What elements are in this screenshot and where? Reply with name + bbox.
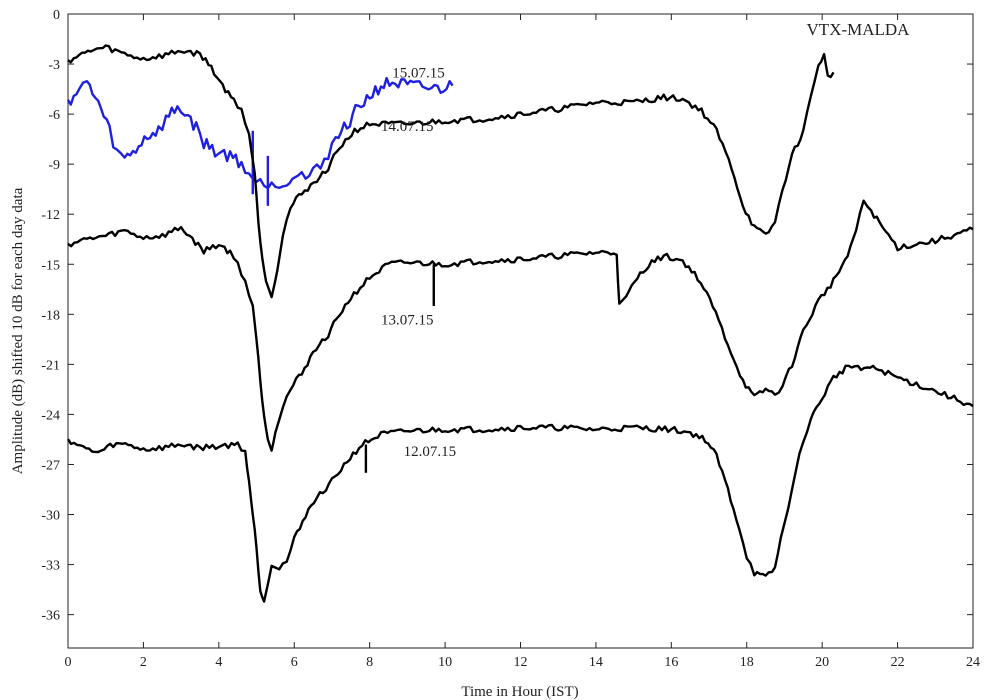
x-tick-label: 16 (664, 655, 678, 670)
x-tick-label: 18 (740, 655, 754, 670)
y-tick-label: -6 (48, 108, 60, 123)
x-tick-label: 4 (215, 655, 222, 670)
x-tick-label: 2 (140, 655, 147, 670)
plot-frame (67, 13, 974, 649)
series-line (67, 199, 974, 452)
series-label: 14.07.15 (381, 119, 434, 135)
axis-ticks: 0 2 4 6 8 10 12 14 16 18 20 22 240-3-6-9-12-15-18-21… (41, 8, 980, 670)
x-tick-label: 22 (891, 655, 905, 670)
x-tick-label: 6 (291, 655, 298, 670)
y-axis-label: Amplitude (dB) shifted 10 dB for each da… (10, 187, 26, 474)
y-tick-label: -27 (41, 458, 60, 473)
y-tick-label: 0 (53, 8, 60, 23)
y-tick-label: -3 (48, 58, 60, 73)
y-tick-label: -36 (41, 609, 60, 624)
y-tick-label: -9 (48, 158, 60, 173)
x-tick-label: 14 (589, 655, 603, 670)
y-tick-label: -30 (41, 509, 60, 524)
series-group (66, 44, 974, 603)
x-axis-label: Time in Hour (IST) (461, 684, 578, 700)
series-labels: 15.07.15 14.07.15 13.07.15 12.07.15 (381, 65, 456, 460)
series-line (67, 44, 835, 299)
x-tick-label: 24 (966, 655, 980, 670)
x-tick-label: 8 (366, 655, 373, 670)
series-line (66, 76, 454, 190)
x-tick-label: 0 (65, 655, 72, 670)
series-label: 12.07.15 (404, 444, 457, 460)
x-tick-label: 10 (438, 655, 452, 670)
y-tick-label: -33 (41, 559, 60, 574)
y-tick-label: -24 (41, 408, 60, 423)
chart-title: VTX-MALDA (807, 20, 911, 39)
y-tick-label: -21 (41, 358, 60, 373)
x-tick-label: 20 (815, 655, 829, 670)
series-label: 15.07.15 (392, 65, 445, 81)
y-tick-label: -12 (41, 208, 60, 223)
y-tick-label: -18 (41, 308, 60, 323)
y-tick-label: -15 (41, 258, 60, 273)
x-tick-label: 12 (514, 655, 528, 670)
series-label: 13.07.15 (381, 312, 434, 328)
series-line (66, 364, 974, 603)
